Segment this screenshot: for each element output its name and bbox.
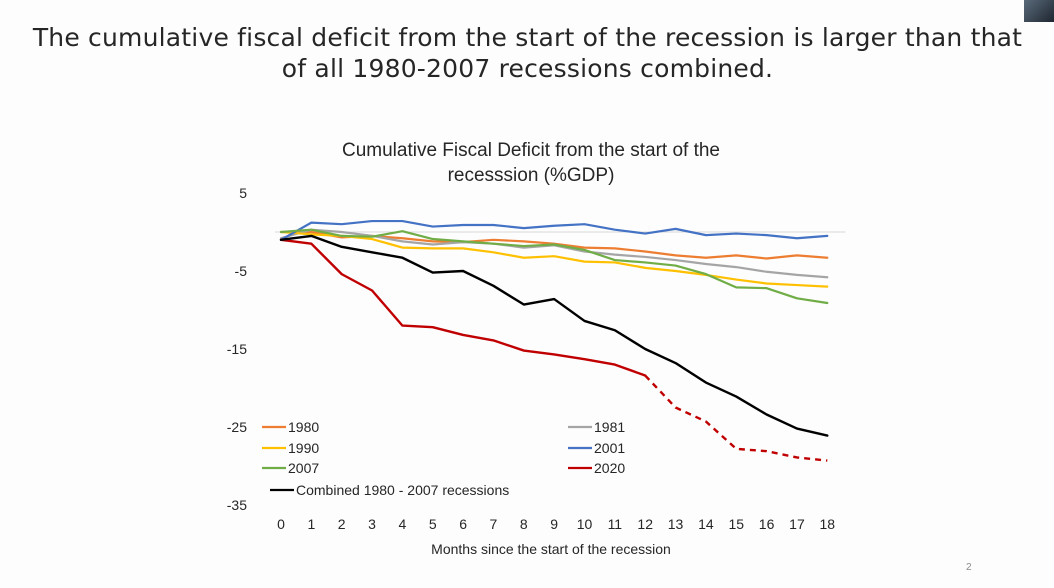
x-tick-label: 15 — [728, 516, 744, 532]
chart-title-line-1: Cumulative Fiscal Deficit from the start… — [342, 140, 720, 161]
series-line-2020 — [279, 238, 647, 377]
x-tick-label: 14 — [698, 516, 714, 532]
x-tick-label: 17 — [789, 516, 805, 532]
y-tick-label: 5 — [239, 185, 247, 201]
x-axis-label: Months since the start of the recession — [431, 541, 671, 557]
legend-item: 2001 — [568, 440, 625, 456]
y-axis-ticks: 5 -5 -15 -25 -35 — [227, 185, 247, 513]
x-tick-label: 16 — [759, 516, 775, 532]
legend-label: Combined 1980 - 2007 recessions — [296, 482, 509, 498]
series-lines — [279, 219, 829, 462]
x-tick-label: 1 — [307, 516, 315, 532]
legend-label: 1990 — [288, 440, 319, 456]
legend-item: 1990 — [262, 440, 319, 456]
legend-item: 2007 — [262, 460, 319, 476]
x-tick-label: 6 — [459, 516, 467, 532]
y-tick-label: -5 — [235, 263, 248, 279]
x-tick-label: 9 — [550, 516, 558, 532]
legend-item: 1980 — [262, 419, 319, 435]
legend-label: 2020 — [594, 460, 625, 476]
x-tick-label: 13 — [668, 516, 684, 532]
x-tick-label: 8 — [520, 516, 528, 532]
x-tick-label: 2 — [338, 516, 346, 532]
legend-label: 1980 — [288, 419, 319, 435]
legend: 1980 1981 1990 2001 2007 2020 Combined 1980 - … — [262, 419, 625, 498]
legend-item: 2020 — [568, 460, 625, 476]
x-tick-label: 7 — [490, 516, 498, 532]
legend-item: 1981 — [568, 419, 625, 435]
page-number: 2 — [966, 562, 972, 573]
webcam-thumbnail — [1024, 0, 1054, 22]
series-line-2007 — [279, 228, 829, 305]
x-tick-label: 4 — [399, 516, 407, 532]
y-tick-label: -15 — [227, 341, 247, 357]
series-line-2020-projection — [644, 374, 828, 462]
series-line-2001 — [279, 219, 829, 241]
legend-label: 2007 — [288, 460, 319, 476]
y-tick-label: -35 — [227, 497, 247, 513]
legend-label: 2001 — [594, 440, 625, 456]
legend-item: Combined 1980 - 2007 recessions — [270, 482, 509, 498]
chart-title-line-2: recesssion (%GDP) — [448, 165, 615, 186]
x-tick-label: 10 — [577, 516, 593, 532]
slide-title: The cumulative fiscal deficit from the s… — [32, 23, 1023, 83]
y-tick-label: -25 — [227, 419, 247, 435]
x-tick-label: 18 — [820, 516, 836, 532]
x-tick-label: 5 — [429, 516, 437, 532]
x-tick-label: 11 — [608, 516, 623, 532]
x-tick-label: 12 — [637, 516, 653, 532]
legend-label: 1981 — [594, 419, 625, 435]
x-tick-label: 3 — [368, 516, 376, 532]
x-axis-ticks: 0 1 2 3 4 5 6 7 8 9 10 11 12 13 14 15 16 17 18 — [277, 516, 835, 532]
series-line-combined-1980-2007-recessions — [279, 234, 829, 437]
x-tick-label: 0 — [277, 516, 285, 532]
series-line-1990 — [279, 230, 829, 288]
